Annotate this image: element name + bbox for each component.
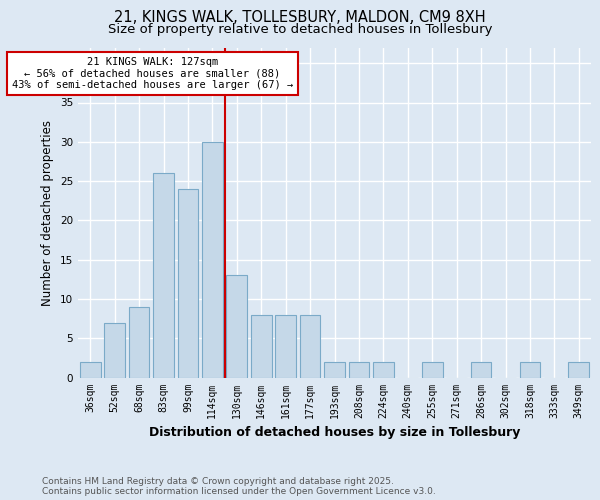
Bar: [470, 362, 491, 378]
Text: 21, KINGS WALK, TOLLESBURY, MALDON, CM9 8XH: 21, KINGS WALK, TOLLESBURY, MALDON, CM9 …: [114, 10, 486, 25]
Bar: [373, 362, 394, 378]
Bar: [128, 307, 149, 378]
Bar: [104, 322, 125, 378]
Bar: [349, 362, 370, 378]
Bar: [299, 314, 320, 378]
X-axis label: Distribution of detached houses by size in Tollesbury: Distribution of detached houses by size …: [149, 426, 520, 439]
Y-axis label: Number of detached properties: Number of detached properties: [41, 120, 55, 306]
Bar: [153, 173, 174, 378]
Bar: [251, 314, 272, 378]
Bar: [422, 362, 443, 378]
Text: Contains HM Land Registry data © Crown copyright and database right 2025.
Contai: Contains HM Land Registry data © Crown c…: [42, 476, 436, 496]
Bar: [275, 314, 296, 378]
Text: 21 KINGS WALK: 127sqm
← 56% of detached houses are smaller (88)
43% of semi-deta: 21 KINGS WALK: 127sqm ← 56% of detached …: [12, 57, 293, 90]
Bar: [202, 142, 223, 378]
Bar: [324, 362, 345, 378]
Bar: [568, 362, 589, 378]
Text: Size of property relative to detached houses in Tollesbury: Size of property relative to detached ho…: [108, 22, 492, 36]
Bar: [80, 362, 101, 378]
Bar: [178, 189, 199, 378]
Bar: [520, 362, 541, 378]
Bar: [226, 276, 247, 378]
